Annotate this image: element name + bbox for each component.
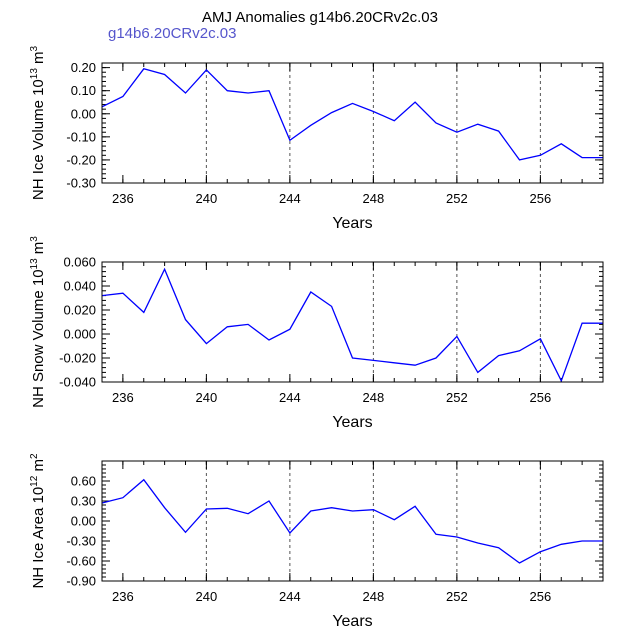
y-axis-label: NH Ice Area 1012 m2: [29, 453, 47, 589]
y-tick-label: -0.90: [66, 574, 96, 589]
y-axis-label: NH Snow Volume 1013 m3: [29, 236, 47, 408]
x-tick-label: 240: [196, 589, 218, 604]
x-tick-label: 244: [279, 589, 301, 604]
x-tick-label: 252: [446, 390, 468, 405]
y-tick-label: 0.000: [63, 327, 96, 342]
series-line: [101, 68, 603, 161]
plot-frame: [101, 62, 604, 184]
x-tick-label: 248: [363, 191, 385, 206]
x-tick-label: 248: [363, 390, 385, 405]
figure-title: AMJ Anomalies g14b6.20CRv2c.03: [202, 9, 438, 26]
x-tick-label: 252: [446, 191, 468, 206]
x-tick-label: 256: [530, 589, 552, 604]
chart-panel-3: 236 240 244 248 252 256 0.60 0.30 0.00 -0.30 -0.60…: [29, 453, 604, 630]
chart-panel-2: 236 240 244 248 252 256 0.060 0.040 0.020 0.000 -0…: [29, 236, 604, 431]
y-tick-label: -0.020: [59, 351, 96, 366]
x-tick-label: 244: [279, 390, 301, 405]
plot-frame: [101, 460, 604, 582]
x-tick-label: 256: [530, 191, 552, 206]
y-tick-label: 0.060: [63, 255, 96, 270]
y-tick-label: 0.020: [63, 303, 96, 318]
y-tick-label: -0.30: [66, 534, 96, 549]
y-tick-label: -0.60: [66, 554, 96, 569]
x-tick-label: 240: [196, 191, 218, 206]
y-tick-label: 0.00: [71, 514, 96, 529]
y-tick-label: 0.30: [71, 494, 96, 509]
x-tick-label: 244: [279, 191, 301, 206]
series-line: [101, 267, 603, 383]
figure-subtitle: g14b6.20CRv2c.03: [108, 25, 236, 42]
x-axis-label: Years: [332, 613, 372, 630]
x-tick-label: 236: [112, 191, 134, 206]
y-tick-label: 0.10: [71, 83, 96, 98]
x-axis-label: Years: [332, 414, 372, 431]
y-tick-label: 0.00: [71, 106, 96, 121]
x-tick-label: 236: [112, 390, 134, 405]
y-tick-label: -0.20: [66, 152, 96, 167]
plot-frame: [101, 261, 604, 383]
chart-panels: 236 240 244 248 252 256 0.20 0.10 0.00 -0.10 -0.20…: [29, 45, 604, 630]
x-tick-label: 236: [112, 589, 134, 604]
y-tick-label: -0.10: [66, 129, 96, 144]
x-tick-label: 256: [530, 390, 552, 405]
y-tick-label: 0.20: [71, 60, 96, 75]
x-tick-label: 240: [196, 390, 218, 405]
y-axis-label: NH Ice Volume 1013 m3: [29, 45, 47, 200]
x-tick-label: 248: [363, 589, 385, 604]
y-tick-label: -0.040: [59, 375, 96, 390]
chart-panel-1: 236 240 244 248 252 256 0.20 0.10 0.00 -0.10 -0.20…: [29, 45, 604, 232]
series-line: [101, 478, 603, 564]
y-tick-label: 0.040: [63, 279, 96, 294]
y-tick-label: -0.30: [66, 176, 96, 191]
x-axis-label: Years: [332, 215, 372, 232]
y-tick-label: 0.60: [71, 474, 96, 489]
x-tick-label: 252: [446, 589, 468, 604]
